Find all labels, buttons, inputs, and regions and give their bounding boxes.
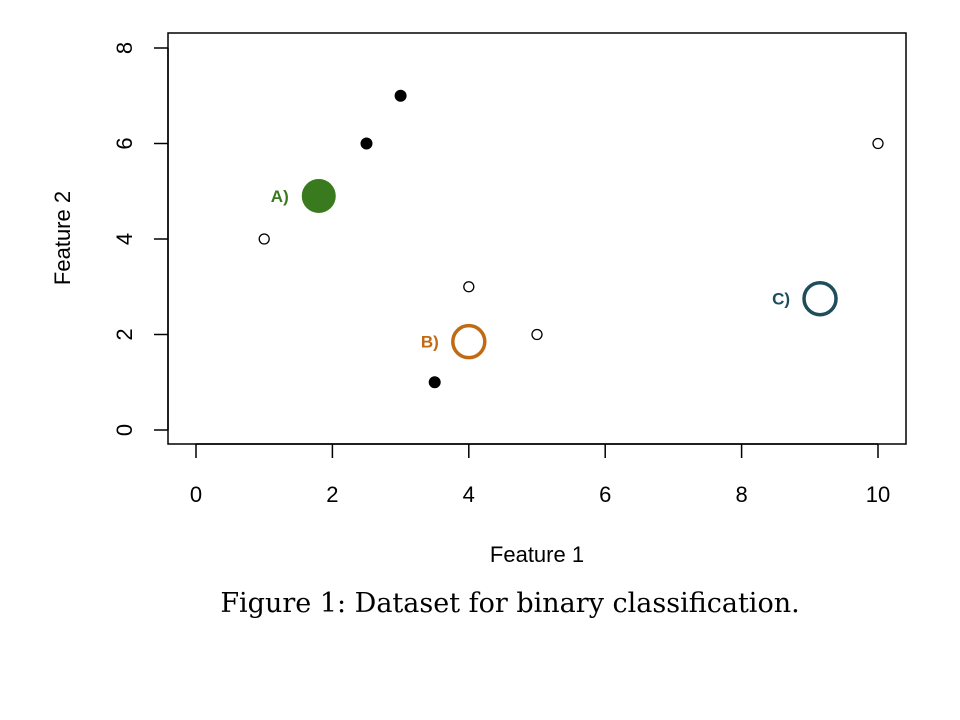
data-point-hollow [872,137,884,150]
x-tick-label: 8 [735,482,747,507]
data-point-hollow [463,281,475,293]
y-tick-label: 2 [112,328,137,340]
data-point-hollow [258,233,270,245]
x-tick-label: 4 [463,482,475,507]
y-ticks: 0 2 4 6 8 [112,42,168,436]
x-tick-label: 10 [866,482,890,507]
annotation-label: A) [271,187,289,206]
y-tick-label: 4 [112,233,137,245]
x-axis-label: Feature 1 [490,542,584,567]
figure-caption: Figure 1: Dataset for binary classificat… [220,588,799,619]
annotation-label: C) [772,290,790,309]
data-point-filled [394,89,407,102]
y-tick-label: 8 [112,42,137,54]
plot-frame [167,32,907,445]
annotation-marker [802,280,838,317]
y-tick-label: 6 [112,137,137,149]
x-tick-label: 2 [326,482,338,507]
data-point-hollow [531,328,543,341]
x-tick-label: 6 [599,482,611,507]
y-axis-label: Feature 2 [50,191,75,285]
data-point-filled [360,137,373,150]
x-ticks: 0 2 4 6 8 10 [190,444,890,507]
annotation-label: B) [421,333,439,352]
y-tick-label: 0 [112,424,137,436]
annotation-marker [451,323,487,360]
data-point-filled [428,376,441,389]
annotations: A) B) C) [271,179,838,360]
x-tick-label: 0 [190,482,202,507]
data-points [258,89,884,389]
annotation-marker [301,179,336,214]
